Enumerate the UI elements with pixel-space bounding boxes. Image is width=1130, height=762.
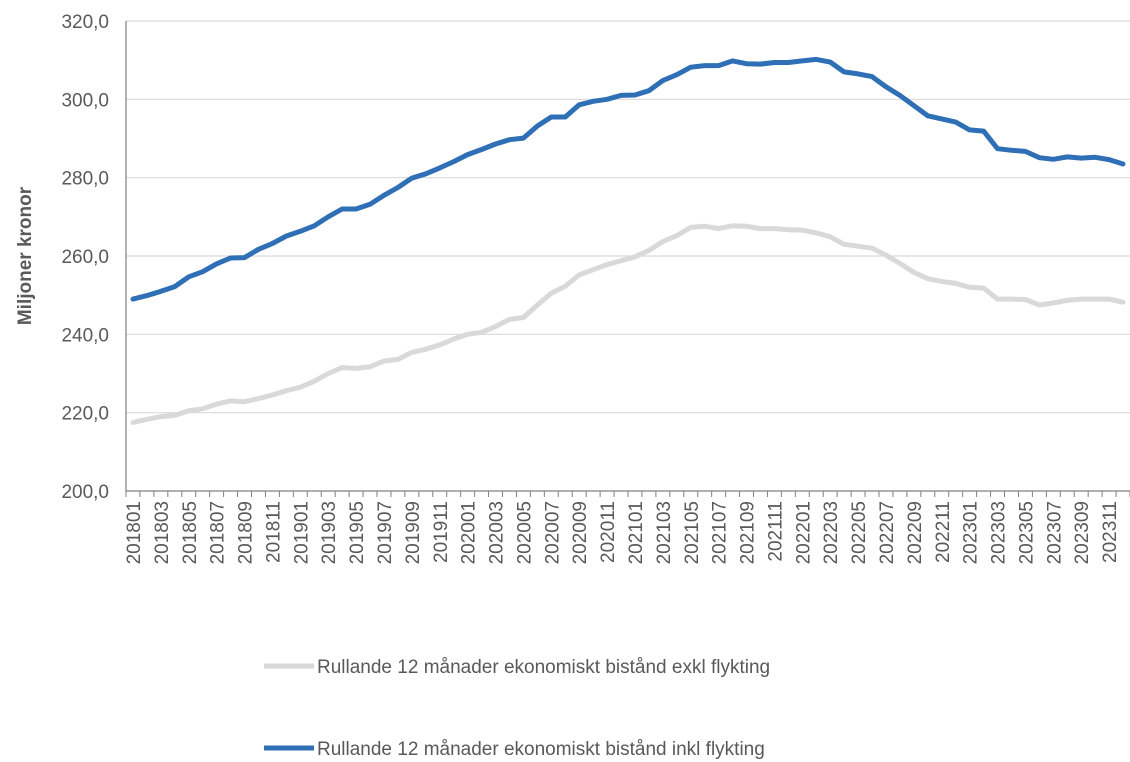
x-tick-label: 201805 [180,501,201,564]
x-tick-label: 201905 [347,501,368,564]
y-tick-label: 200,0 [61,482,109,503]
x-tick-label: 201909 [403,501,424,564]
x-tick-label: 202205 [849,501,870,564]
x-tick-label: 202307 [1044,501,1065,564]
y-tick-label: 280,0 [61,169,109,190]
y-tick-label: 320,0 [61,12,109,33]
x-tick-label: 201903 [319,501,340,564]
legend-entry-inkl: Rullande 12 månader ekonomiskt bistånd i… [264,739,765,760]
x-tick-label: 202201 [793,501,814,564]
x-tick-label: 202309 [1072,501,1093,564]
series-line-exkl [130,223,1126,425]
x-tick-label: 201911 [431,501,452,563]
x-tick-label: 202003 [487,501,508,564]
x-tick-label: 202109 [738,501,759,564]
legend-label-exkl: Rullande 12 månader ekonomiskt bistånd e… [317,657,770,678]
y-tick-label: 300,0 [61,90,109,111]
x-tick-label: 201807 [208,501,229,564]
x-tick-label: 201801 [124,501,145,564]
x-tick-label: 202107 [710,501,731,564]
x-axis-ticks: 201801 201803 201805 201807 201809 201811 2019… [124,501,1121,564]
x-tick-label: 201803 [152,501,173,564]
x-tick-label: 202101 [626,501,647,564]
axes [125,21,1130,497]
y-axis-label: Miljoner kronor [15,186,36,325]
x-tick-label: 202011 [598,501,619,563]
x-tick-label: 202207 [877,501,898,564]
y-axis-ticks: 200,0 220,0 240,0 260,0 280,0 300,0 320,0 [61,12,109,503]
y-tick-label: 220,0 [61,404,109,425]
x-tick-label: 202301 [961,501,982,564]
legend: Rullande 12 månader ekonomiskt bistånd e… [264,657,770,760]
x-tick-label: 202001 [459,501,480,564]
x-tick-label: 202105 [682,501,703,564]
x-tick-label: 202209 [905,501,926,564]
x-tick-label: 201811 [263,501,284,563]
series-lines [130,56,1126,425]
x-tick-label: 202203 [821,501,842,564]
y-tick-label: 240,0 [61,325,109,346]
series-line-inkl [130,56,1126,302]
x-tick-label: 202103 [654,501,675,564]
x-tick-label: 202005 [514,501,535,564]
x-tick-label: 202311 [1100,501,1121,563]
legend-label-inkl: Rullande 12 månader ekonomiskt bistånd i… [317,739,765,760]
x-tick-label: 202007 [542,501,563,564]
x-tick-label: 202211 [933,501,954,563]
gridlines [126,20,1130,414]
y-tick-label: 260,0 [61,247,109,268]
x-tick-label: 202303 [989,501,1010,564]
x-tick-label: 202009 [570,501,591,564]
x-tick-label: 202111 [765,501,786,562]
x-tick-label: 201901 [291,501,312,564]
x-tick-label: 202305 [1016,501,1037,564]
x-tick-label: 201907 [375,501,396,564]
x-tick-label: 201809 [236,501,257,564]
legend-entry-exkl: Rullande 12 månader ekonomiskt bistånd e… [264,657,770,678]
